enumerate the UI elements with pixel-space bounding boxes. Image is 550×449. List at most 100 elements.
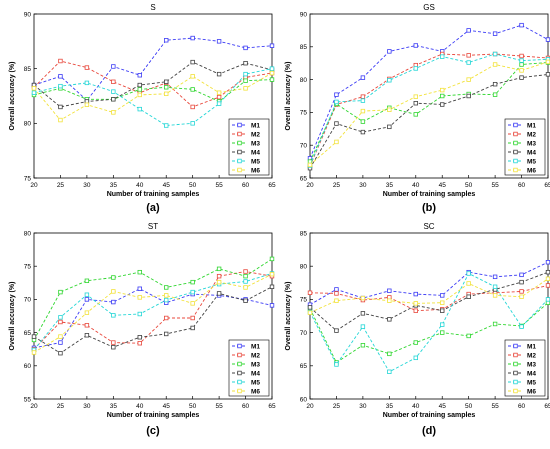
data-point <box>360 129 366 135</box>
legend: M1 M2 M3 M4 M5 M6 <box>504 339 546 397</box>
legend-item: M5 <box>232 158 260 165</box>
data-point <box>307 310 313 315</box>
y-tick-label: 80 <box>24 121 32 128</box>
x-tick-label: 35 <box>110 182 118 189</box>
legend-label: M4 <box>251 370 260 377</box>
data-point <box>360 295 366 301</box>
legend-item: M5 <box>508 379 536 386</box>
series-line-M3 <box>33 258 273 341</box>
legend-item: M4 <box>232 149 260 156</box>
y-tick-label: 90 <box>300 11 308 18</box>
legend-swatch-marker <box>237 379 242 385</box>
x-tick-label: 50 <box>189 182 197 189</box>
data-point <box>440 54 445 59</box>
legend-label: M2 <box>527 131 536 138</box>
legend-label: M2 <box>251 131 260 138</box>
data-point <box>58 104 63 110</box>
panel-label: (c) <box>146 425 160 437</box>
legend-label: M1 <box>527 343 536 350</box>
y-axis-label: Overall accuracy (%) <box>9 282 16 351</box>
legend-swatch-marker <box>237 131 242 137</box>
legend-label: M3 <box>251 140 260 147</box>
data-point <box>413 301 418 306</box>
data-point <box>58 58 63 64</box>
data-point <box>413 340 418 345</box>
data-point <box>243 273 248 279</box>
data-point <box>164 123 169 128</box>
data-point <box>31 86 37 91</box>
series-M4 <box>31 284 275 356</box>
legend-label: M3 <box>527 140 536 147</box>
chart-panel-1: GS 20 25 30 35 40 45 50 55 60 65 65 70 75 80 85 90 Number… <box>285 3 550 214</box>
x-tick-label: 20 <box>306 182 314 189</box>
data-point <box>492 274 498 280</box>
data-point <box>360 324 366 329</box>
legend-swatch-marker <box>237 352 242 358</box>
data-point <box>58 83 63 89</box>
data-point <box>243 298 248 303</box>
chart-title: S <box>150 3 155 12</box>
data-point <box>519 75 524 80</box>
legend-label: M4 <box>527 149 536 156</box>
legend-box <box>504 118 546 176</box>
legend-label: M1 <box>251 343 260 350</box>
x-tick-label: 45 <box>163 182 171 189</box>
legend-item: M2 <box>232 352 260 359</box>
data-point <box>519 53 524 59</box>
data-point <box>216 279 222 285</box>
x-axis-label: Number of training samples <box>383 412 476 419</box>
data-point <box>31 90 37 95</box>
data-point <box>31 334 37 339</box>
legend-swatch-marker <box>513 343 518 349</box>
x-tick-label: 45 <box>163 403 171 410</box>
series-M1 <box>307 22 550 161</box>
chart-title: SC <box>423 222 434 231</box>
legend-swatch-marker <box>237 122 242 128</box>
legend-label: M4 <box>251 149 260 156</box>
data-point <box>216 266 222 272</box>
series-line-M5 <box>33 68 273 126</box>
legend-box <box>504 339 546 397</box>
data-point <box>269 70 275 76</box>
legend-item: M2 <box>232 131 260 138</box>
x-tick-label: 45 <box>439 403 447 410</box>
series-M3 <box>307 300 550 365</box>
legend-label: M2 <box>251 352 260 359</box>
x-axis-label: Number of training samples <box>107 412 200 419</box>
data-point <box>519 272 524 278</box>
series-line-M4 <box>33 286 273 354</box>
x-tick-label: 30 <box>83 182 91 189</box>
y-tick-label: 65 <box>300 363 308 370</box>
y-tick-label: 60 <box>24 363 32 370</box>
data-point <box>492 321 498 327</box>
legend-swatch-marker <box>513 158 518 164</box>
series-line-M4 <box>309 271 549 332</box>
series-line-M6 <box>33 72 273 121</box>
legend-item: M3 <box>232 140 260 147</box>
data-point <box>334 291 339 296</box>
data-point <box>519 68 524 73</box>
data-point <box>307 162 313 168</box>
y-axis-label: Overall accuracy (%) <box>9 62 16 131</box>
data-point <box>492 92 498 97</box>
legend-item: M1 <box>508 122 536 129</box>
legend-swatch-marker <box>513 370 518 376</box>
data-point <box>440 300 445 305</box>
data-point <box>413 66 418 71</box>
chart-title: ST <box>148 222 158 231</box>
legend-swatch-marker <box>513 167 518 173</box>
x-tick-label: 60 <box>242 403 250 410</box>
series-line-M2 <box>33 271 273 350</box>
x-tick-label: 35 <box>386 403 394 410</box>
data-point <box>545 260 550 265</box>
series-line-M2 <box>309 285 549 312</box>
data-point <box>334 362 339 367</box>
data-point <box>334 92 339 97</box>
series-M6 <box>307 59 550 168</box>
data-point <box>545 276 550 282</box>
data-point <box>58 74 63 79</box>
chart-title: GS <box>423 3 435 12</box>
x-axis-label: Number of training samples <box>383 191 476 198</box>
data-point <box>492 31 498 36</box>
